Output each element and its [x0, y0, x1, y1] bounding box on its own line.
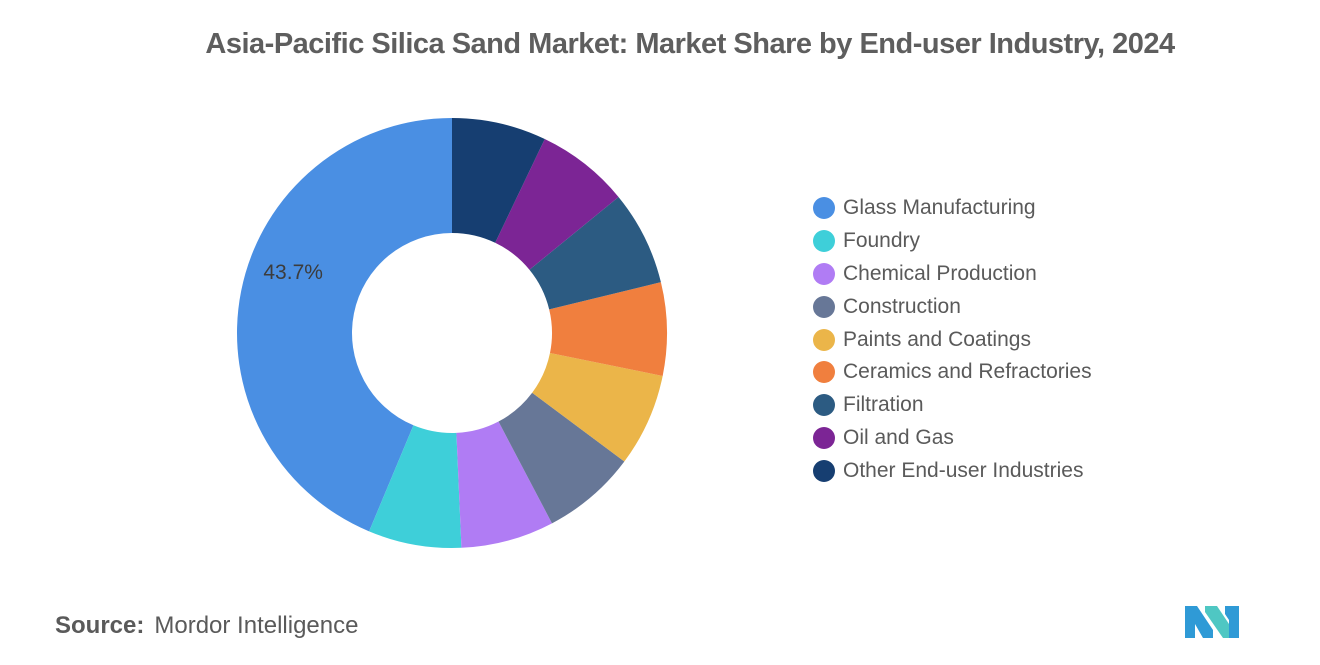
- source-note: Source: Mordor Intelligence: [55, 612, 358, 640]
- chart-title: Asia-Pacific Silica Sand Market: Market …: [205, 28, 1175, 60]
- legend-item-oil-and-gas: Oil and Gas: [813, 422, 1092, 455]
- legend-item-ceramics-and-refractories: Ceramics and Refractories: [813, 356, 1092, 389]
- legend-label: Glass Manufacturing: [843, 196, 1036, 220]
- slice-oil-and-gas: [495, 139, 619, 270]
- legend-swatch: [813, 361, 835, 384]
- slice-construction: [498, 392, 625, 524]
- legend-label: Foundry: [843, 229, 921, 253]
- mordor-intelligence-logo: [1185, 606, 1239, 638]
- legend-swatch: [813, 426, 835, 449]
- legend-item-foundry: Foundry: [813, 225, 1092, 258]
- legend-swatch: [813, 394, 835, 417]
- slice-chemical-production: [456, 421, 553, 548]
- legend-label: Paints and Coatings: [843, 327, 1031, 351]
- chart-legend: Glass Manufacturing Foundry Chemical Produ…: [813, 192, 1092, 487]
- legend-label: Oil and Gas: [843, 425, 954, 449]
- source-text: Mordor Intelligence: [154, 612, 359, 639]
- legend-item-construction: Construction: [813, 290, 1092, 323]
- legend-label: Construction: [843, 294, 961, 318]
- legend-label: Other End-user Industries: [843, 458, 1084, 482]
- legend-swatch: [813, 197, 835, 220]
- data-label-glass-manufacturing: 43.7%: [263, 261, 323, 284]
- legend-swatch: [813, 328, 835, 351]
- slice-glass-manufacturing: [237, 118, 452, 532]
- source-label: Source:: [55, 612, 145, 639]
- slice-ceramics-and-refractories: [549, 282, 667, 376]
- legend-label: Filtration: [843, 393, 924, 417]
- slice-filtration: [529, 196, 661, 310]
- slice-foundry: [369, 425, 462, 548]
- legend-item-other-end-user-industries: Other End-user Industries: [813, 454, 1092, 487]
- legend-swatch: [813, 262, 835, 285]
- legend-swatch: [813, 230, 835, 253]
- legend-label: Ceramics and Refractories: [843, 360, 1092, 384]
- legend-swatch: [813, 295, 835, 318]
- legend-item-chemical-production: Chemical Production: [813, 258, 1092, 291]
- legend-item-filtration: Filtration: [813, 389, 1092, 422]
- legend-item-glass-manufacturing: Glass Manufacturing: [813, 192, 1092, 225]
- slice-other-end-user-industries: [452, 118, 545, 243]
- legend-label: Chemical Production: [843, 261, 1037, 285]
- legend-swatch: [813, 459, 835, 482]
- slice-paints-and-coatings: [532, 352, 663, 462]
- legend-item-paints-and-coatings: Paints and Coatings: [813, 323, 1092, 356]
